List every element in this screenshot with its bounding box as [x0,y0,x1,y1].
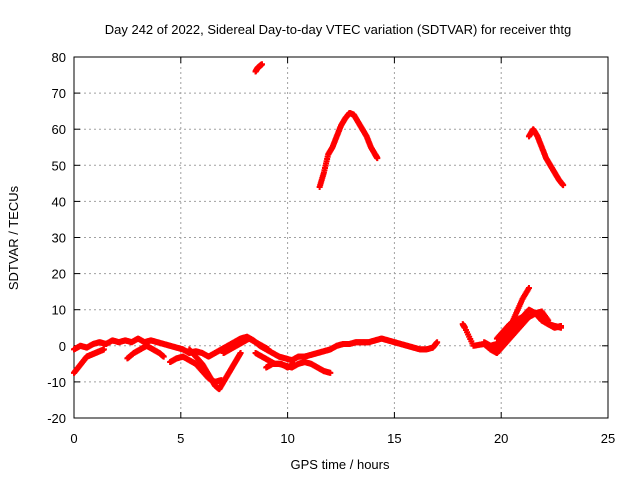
y-axis-label: SDTVAR / TECUs [6,185,21,290]
data-point [291,360,298,367]
axis-ticks: 0 5 10 15 20 25 -20 -10 0 10 20 30 40 50 60 70 80 [47,50,615,446]
series-low-2 [71,346,107,376]
data-point [525,285,532,292]
series-high-1 [252,61,265,75]
x-tick-label: 0 [70,431,77,446]
y-tick-label: 20 [52,267,66,282]
data-point [545,317,552,324]
data-point [258,61,265,68]
series-low-5 [186,346,244,393]
series-low-1 [71,333,441,364]
data-point [265,346,272,353]
y-tick-label: -20 [47,411,66,426]
x-tick-label: 5 [177,431,184,446]
x-tick-label: 10 [280,431,294,446]
y-tick-label: 60 [52,122,66,137]
data-point [374,155,381,162]
series-low-8 [252,350,298,371]
series-high-2 [316,109,381,190]
y-tick-label: 10 [52,303,66,318]
grid [74,57,608,418]
data-point [434,339,441,346]
x-axis-label: GPS time / hours [291,457,390,472]
data-point [558,322,565,329]
series-low-6 [220,335,272,357]
data-point [327,369,334,376]
y-tick-label: -10 [47,375,66,390]
y-tick-label: 50 [52,158,66,173]
x-tick-label: 25 [601,431,615,446]
y-tick-label: 40 [52,194,66,209]
data-points [71,61,567,393]
y-tick-label: 70 [52,86,66,101]
y-tick-label: 30 [52,231,66,246]
series-high-3 [525,126,567,189]
x-tick-label: 20 [494,431,508,446]
data-point [237,350,244,357]
y-tick-label: 0 [59,339,66,354]
data-point [160,353,167,360]
y-tick-label: 80 [52,50,66,65]
series-low-12 [493,308,552,342]
data-point [560,182,567,189]
series-low-3 [124,342,167,362]
data-point [100,346,107,353]
x-tick-label: 15 [387,431,401,446]
chart-title: Day 242 of 2022, Sidereal Day-to-day VTE… [105,22,572,37]
